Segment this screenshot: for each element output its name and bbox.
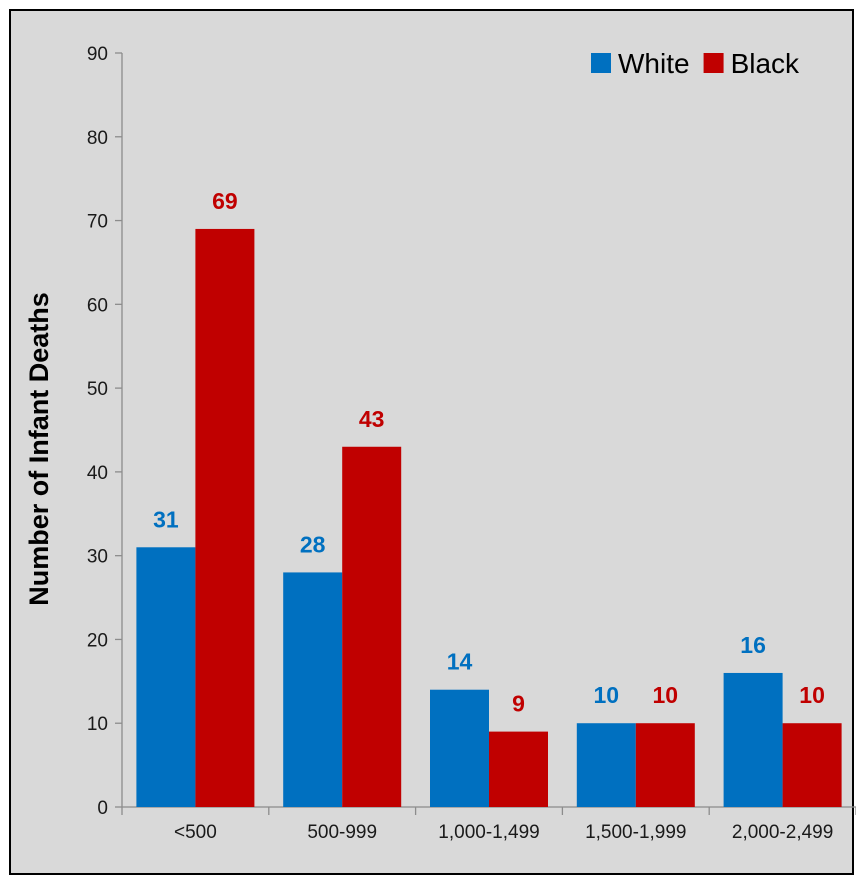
bar-white — [283, 572, 343, 807]
x-tick-label: 1,000-1,499 — [438, 822, 539, 843]
y-tick-label: 90 — [87, 44, 108, 65]
data-label-black: 10 — [799, 682, 825, 708]
legend: White Black — [591, 48, 800, 79]
bar-white — [576, 723, 636, 807]
legend-swatch-black — [703, 53, 724, 73]
data-label-black: 9 — [512, 691, 525, 717]
data-label-black: 43 — [359, 406, 385, 432]
y-tick-label: 50 — [87, 379, 108, 400]
bars — [136, 228, 842, 807]
x-tick-label: 2,000-2,499 — [732, 822, 833, 843]
bar-black — [195, 228, 255, 807]
bar-black — [635, 723, 695, 807]
legend-swatch-white — [591, 53, 611, 73]
data-labels: 31 28 14 10 16 69 43 9 10 10 — [153, 188, 825, 717]
chart-frame: 0 10 20 30 40 50 60 70 80 90 <500 500-999 1,000-1,49… — [9, 9, 856, 875]
y-tick-label: 20 — [87, 630, 108, 651]
legend-label-black: Black — [731, 48, 800, 79]
data-label-white: 31 — [153, 506, 179, 532]
x-tick-label: <500 — [174, 822, 217, 843]
y-tick-label: 10 — [87, 714, 108, 735]
y-tick-label: 30 — [87, 547, 108, 568]
data-label-white: 10 — [594, 682, 620, 708]
y-axis-label: Number of Infant Deaths — [24, 292, 54, 606]
bar-black — [782, 723, 842, 807]
data-label-white: 28 — [300, 531, 326, 557]
y-tick-label: 60 — [87, 295, 108, 316]
bar-black — [489, 731, 548, 807]
data-label-white: 16 — [740, 632, 766, 658]
data-label-black: 10 — [653, 682, 679, 708]
data-label-black: 69 — [212, 188, 238, 214]
y-tick-label: 80 — [87, 128, 108, 149]
x-tick-label: 1,500-1,999 — [585, 822, 686, 843]
bar-white — [430, 689, 489, 807]
bar-chart: 0 10 20 30 40 50 60 70 80 90 <500 500-999 1,000-1,49… — [24, 44, 856, 843]
bar-white — [723, 672, 783, 807]
y-tick-label: 40 — [87, 463, 108, 484]
legend-label-white: White — [618, 48, 690, 79]
x-tick-label: 500-999 — [307, 822, 377, 843]
data-label-white: 14 — [447, 649, 473, 675]
bar-black — [342, 446, 402, 807]
y-tick-label: 70 — [87, 212, 108, 233]
y-tick-label: 0 — [97, 798, 108, 819]
bar-white — [136, 547, 196, 807]
